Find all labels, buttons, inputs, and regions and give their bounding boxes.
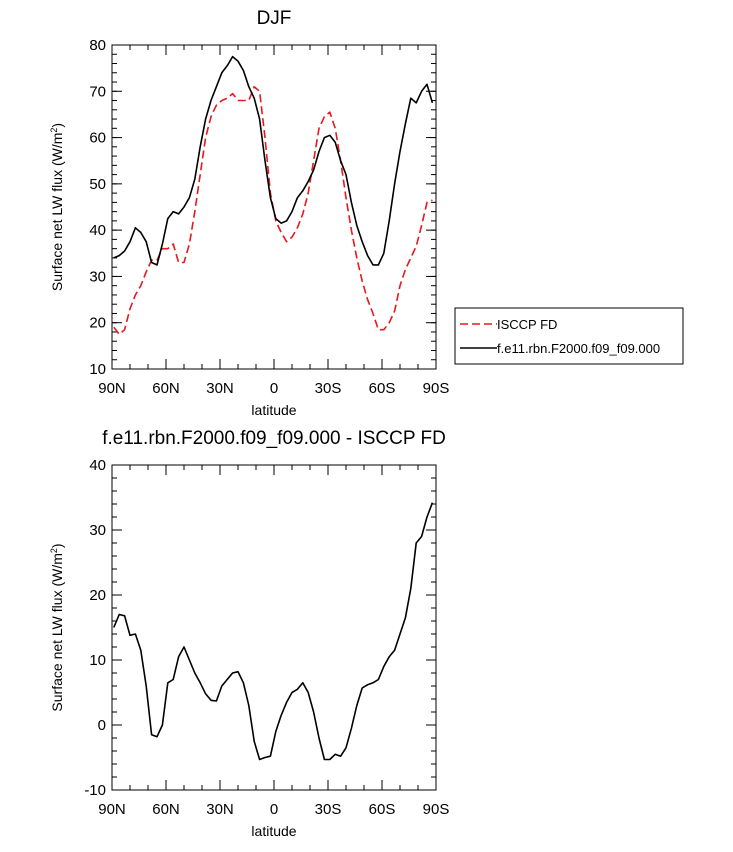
y-tick-label: 40: [89, 457, 106, 474]
bottom-panel-difference: f.e11.rbn.F2000.f09_f09.000 - ISCCP FD -…: [49, 428, 449, 839]
y-tick-label: -10: [84, 782, 106, 799]
x-tick-labels: 90N 60N 30N 0 30S 60S 90S: [98, 801, 449, 818]
y-tick-label: 30: [89, 522, 106, 539]
legend-label-isccp: ISCCP FD: [497, 317, 557, 332]
x-axis-label: latitude: [251, 823, 296, 839]
y-axis-label-text: Surface net LW flux (W/m: [49, 553, 65, 711]
x-tick-label: 90S: [423, 801, 450, 818]
x-tick-label: 90N: [98, 380, 126, 397]
y-axis-label-superscript: 2: [49, 548, 59, 553]
y-axis-label: Surface net LW flux (W/m2): [49, 123, 65, 291]
y-tick-label: 70: [89, 83, 106, 100]
axis-ticks: [111, 44, 437, 370]
top-panel-djf: DJF 10 20 30 40 50 60 70 80 90N 60N 30N 0 30S 60S 90S…: [49, 8, 449, 418]
y-tick-label: 20: [89, 587, 106, 604]
x-tick-label: 30N: [206, 380, 234, 397]
x-tick-label: 90S: [423, 380, 450, 397]
plot-frame: [111, 464, 437, 791]
y-tick-labels: -10 0 10 20 30 40: [84, 457, 106, 799]
x-tick-label: 60N: [152, 801, 180, 818]
y-tick-label: 20: [89, 315, 106, 332]
y-tick-label: 40: [89, 222, 106, 239]
x-tick-label: 60S: [369, 380, 396, 397]
legend-box: [454, 307, 684, 365]
x-tick-label: 30N: [206, 801, 234, 818]
x-tick-label: 90N: [98, 801, 126, 818]
y-axis-label-superscript: 2: [49, 128, 59, 133]
x-tick-label: 0: [270, 380, 278, 397]
x-tick-label: 60N: [152, 380, 180, 397]
y-tick-label: 50: [89, 176, 106, 193]
x-tick-label: 30S: [315, 380, 342, 397]
x-tick-label: 0: [270, 801, 278, 818]
y-tick-label: 30: [89, 268, 106, 285]
y-axis-label-close: ): [49, 123, 65, 128]
plot-frame: [111, 44, 437, 370]
y-tick-label: 80: [89, 37, 106, 54]
legend-label-model: f.e11.rbn.F2000.f09_f09.000: [497, 341, 660, 356]
chart-title: f.e11.rbn.F2000.f09_f09.000 - ISCCP FD: [102, 428, 446, 449]
y-tick-label: 60: [89, 130, 106, 147]
y-tick-label: 0: [98, 717, 106, 734]
y-axis-label-close: ): [49, 543, 65, 548]
x-axis-label: latitude: [251, 402, 296, 418]
y-axis-label: Surface net LW flux (W/m2): [49, 543, 65, 711]
x-tick-label: 30S: [315, 801, 342, 818]
series-layer: [113, 502, 434, 761]
x-tick-label: 60S: [369, 801, 396, 818]
chart-title: DJF: [257, 8, 292, 29]
y-tick-label: 10: [89, 652, 106, 669]
y-axis-label-text: Surface net LW flux (W/m: [49, 133, 65, 291]
series-line-model: [113, 55, 434, 266]
y-tick-label: 10: [89, 361, 106, 378]
legend: ISCCP FD f.e11.rbn.F2000.f09_f09.000: [454, 307, 684, 365]
series-layer: [113, 55, 434, 336]
y-tick-labels: 10 20 30 40 50 60 70 80: [89, 37, 106, 378]
series-line-difference: [113, 502, 434, 761]
x-tick-labels: 90N 60N 30N 0 30S 60S 90S: [98, 380, 449, 397]
